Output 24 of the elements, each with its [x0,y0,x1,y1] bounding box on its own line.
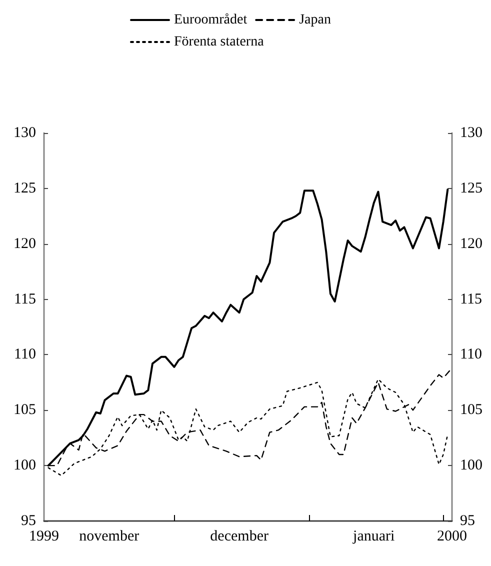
y2-tick-label: 100 [460,458,482,474]
x-tick-label: januari [352,528,395,544]
legend-label: Japan [299,12,331,28]
y-tick-label: 115 [14,291,36,308]
y2-tick-label: 115 [460,291,482,308]
x-tick-label: november [79,528,140,544]
y-tick-label: 95 [21,513,36,529]
y2-tick-label: 120 [460,236,482,252]
y-tick-label: 110 [14,346,36,363]
legend-label: Euroområdet [174,12,248,28]
y2-tick-label: 110 [460,346,482,363]
y-tick-label: 120 [14,236,36,252]
legend-label: Förenta staterna [174,34,265,50]
y-tick-label: 105 [14,402,36,418]
y2-tick-label: 105 [460,402,482,418]
y-tick-label: 125 [14,180,36,196]
y-tick-label: 100 [14,458,36,474]
x-tick-label: 1999 [29,528,59,544]
y2-tick-label: 95 [460,513,475,529]
x-tick-label: 2000 [437,528,467,544]
x-tick-label: december [210,528,268,544]
y2-tick-label: 125 [460,180,482,196]
y2-tick-label: 130 [460,125,482,141]
y-tick-label: 130 [14,125,36,141]
